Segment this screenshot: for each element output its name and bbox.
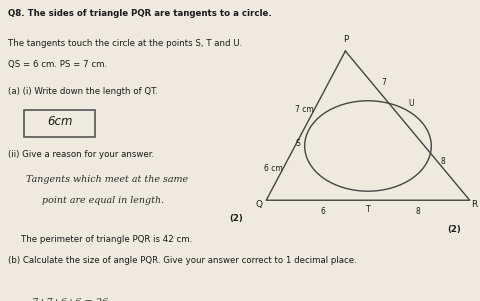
- Text: 6cm: 6cm: [47, 115, 72, 129]
- Text: The tangents touch the circle at the points S, T and U.: The tangents touch the circle at the poi…: [8, 39, 242, 48]
- Text: S: S: [295, 139, 300, 148]
- Text: Tangents which meet at the same: Tangents which meet at the same: [26, 175, 188, 184]
- Text: (a) (i) Write down the length of QT.: (a) (i) Write down the length of QT.: [8, 87, 157, 96]
- Text: (2): (2): [229, 214, 243, 223]
- Text: 7: 7: [381, 78, 385, 87]
- Text: R: R: [470, 200, 476, 209]
- Text: T: T: [365, 205, 370, 214]
- Text: (b) Calculate the size of angle PQR. Give your answer correct to 1 decimal place: (b) Calculate the size of angle PQR. Giv…: [8, 256, 356, 265]
- Text: Q8. The sides of triangle PQR are tangents to a circle.: Q8. The sides of triangle PQR are tangen…: [8, 9, 271, 18]
- Text: The perimeter of triangle PQR is 42 cm.: The perimeter of triangle PQR is 42 cm.: [21, 235, 192, 244]
- Text: P: P: [342, 35, 348, 44]
- Text: (ii) Give a reason for your answer.: (ii) Give a reason for your answer.: [8, 150, 154, 160]
- Text: point are equal in length.: point are equal in length.: [42, 196, 164, 205]
- Text: U: U: [408, 98, 413, 107]
- Text: 6 cm: 6 cm: [263, 164, 282, 173]
- Text: 8: 8: [414, 207, 419, 216]
- Text: 7+7+6+6 = 26: 7+7+6+6 = 26: [32, 298, 108, 301]
- Text: 7 cm: 7 cm: [295, 105, 313, 114]
- Text: 6: 6: [320, 207, 324, 216]
- Text: (2): (2): [446, 225, 460, 234]
- Text: 8: 8: [439, 157, 444, 166]
- Text: Q: Q: [255, 200, 263, 209]
- Text: QS = 6 cm. PS = 7 cm.: QS = 6 cm. PS = 7 cm.: [8, 60, 107, 69]
- FancyBboxPatch shape: [24, 110, 95, 137]
